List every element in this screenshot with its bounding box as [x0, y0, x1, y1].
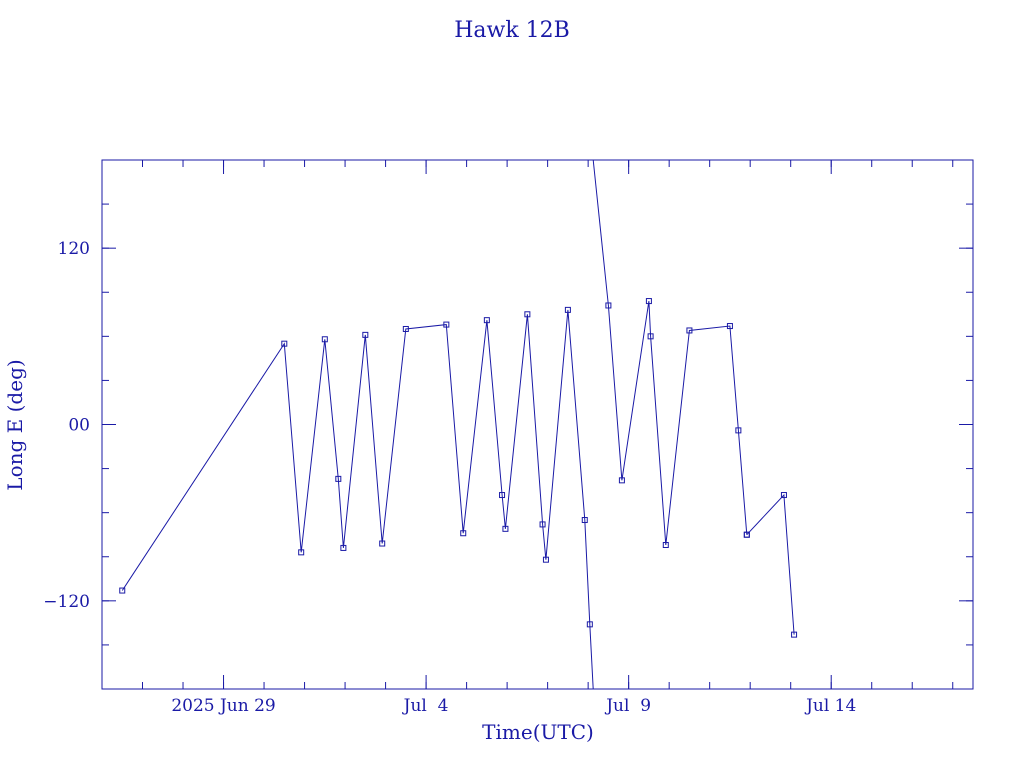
data-point: [379, 540, 386, 547]
data-point: [647, 333, 654, 340]
series-markers: [119, 298, 798, 638]
x-axis-label: Time(UTC): [482, 720, 594, 744]
data-point: [402, 325, 409, 332]
series-line: [746, 493, 795, 635]
data-point: [499, 492, 506, 499]
y-tick-label: 00: [68, 416, 90, 436]
y-axis-label: Long E (deg): [3, 359, 27, 490]
data-point: [726, 323, 733, 330]
series-lines: [121, 159, 795, 690]
data-point: [686, 327, 693, 334]
data-point: [443, 321, 450, 328]
data-point: [483, 317, 490, 324]
data-point: [791, 631, 798, 638]
data-point: [780, 492, 787, 499]
data-point: [645, 298, 652, 305]
data-point: [743, 531, 750, 538]
data-point: [581, 517, 588, 524]
x-tick-label: Jul 9: [604, 696, 651, 716]
y-tick-label: −120: [43, 592, 90, 612]
data-point: [542, 556, 549, 563]
data-point: [340, 544, 347, 551]
axis-ticks: [101, 160, 973, 689]
data-point: [564, 306, 571, 313]
x-tick-label: Jul 4: [402, 696, 449, 716]
data-point: [605, 302, 612, 309]
data-point: [524, 311, 531, 318]
data-point: [298, 549, 305, 556]
series-line: [121, 309, 594, 690]
chart-title: Hawk 12B: [454, 18, 570, 43]
data-point: [539, 521, 546, 528]
data-point: [119, 587, 126, 594]
y-tick-label: 120: [58, 239, 90, 259]
data-point: [618, 477, 625, 484]
plot-frame: [101, 159, 974, 690]
tick-labels: 2025 Jun 29 Jul 4 Jul 9 Jul 14 120 00 −120: [43, 239, 856, 716]
data-point: [586, 621, 593, 628]
x-tick-label: 2025 Jun 29: [171, 696, 275, 716]
data-point: [362, 331, 369, 338]
data-point: [460, 530, 467, 537]
data-point: [502, 525, 509, 532]
data-point: [662, 541, 669, 548]
data-point: [335, 475, 342, 482]
series-line: [592, 159, 748, 546]
x-tick-label: Jul 14: [804, 696, 856, 716]
data-point: [321, 336, 328, 343]
data-point: [735, 427, 742, 434]
data-point: [281, 340, 288, 347]
